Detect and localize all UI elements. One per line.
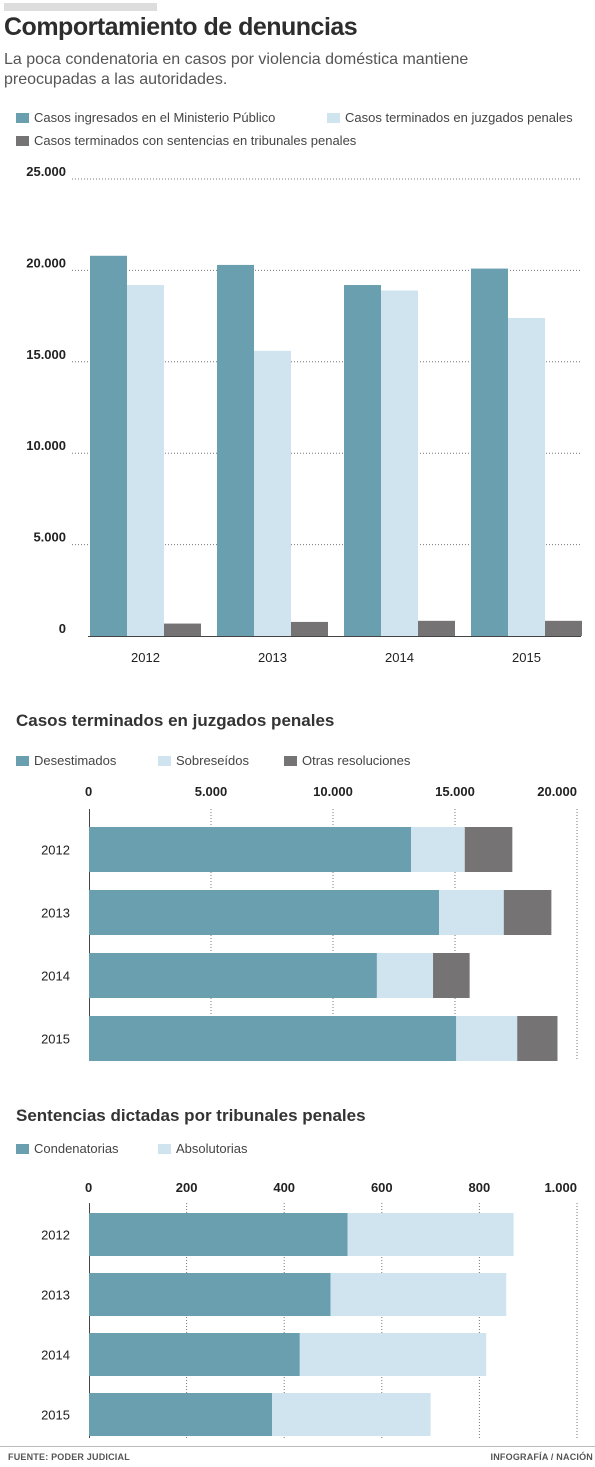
bar-segment: [517, 1016, 558, 1061]
legend-item-ingresados: Casos ingresados en el Ministerio Públic…: [16, 110, 275, 125]
legend-swatch-teal: [16, 755, 29, 766]
legend-item-sobreseidos: Sobreseídos: [158, 753, 249, 768]
legend-label: Desestimados: [34, 753, 117, 768]
bar-segment: [299, 1333, 487, 1376]
bar: [418, 620, 455, 636]
bar-segment: [411, 827, 465, 872]
legend-label: Otras resoluciones: [302, 753, 411, 768]
bar: [291, 621, 328, 636]
chart3-title: Sentencias dictadas por tribunales penal…: [16, 1106, 366, 1125]
y-tick-label: 0: [59, 621, 66, 636]
x-tick-label: 800: [469, 1180, 491, 1195]
y-tick-label: 2015: [41, 1408, 70, 1423]
footer-source: FUENTE: PODER JUDICIAL: [8, 1452, 130, 1462]
x-tick-label: 2015: [512, 650, 541, 665]
y-tick-label: 2012: [41, 843, 70, 858]
legend-label: Casos terminados con sentencias en tribu…: [34, 133, 357, 148]
bar: [254, 350, 291, 636]
bar-segment: [89, 1333, 300, 1376]
chart-casos-juzgados: 0 5.000 10.000 15.000 20.000 2012 2013 2014 2015: [41, 784, 578, 1061]
top-accent-bar: [4, 3, 157, 11]
y-tick-label: 2012: [41, 1228, 70, 1243]
y-tick-label: 2013: [41, 1288, 70, 1303]
bar: [545, 620, 582, 636]
bar-segment: [456, 1016, 518, 1061]
chart-casos-anuales: 0 5.000 10.000 15.000 20.000 25.000 2012 2013 20…: [26, 164, 582, 665]
footer-divider: [0, 1446, 595, 1447]
legend-swatch-light: [158, 755, 171, 766]
y-tick-label: 25.000: [26, 164, 66, 179]
legend-item-otras: Otras resoluciones: [284, 753, 410, 768]
x-tick-label: 0: [85, 784, 92, 799]
x-tick-label: 400: [273, 1180, 295, 1195]
y-tick-label: 5.000: [33, 530, 66, 545]
legend-item-terminados-juzgados: Casos terminados en juzgados penales: [327, 110, 573, 125]
bar-segment: [89, 827, 412, 872]
x-tick-label: 200: [176, 1180, 198, 1195]
legend-item-desestimados: Desestimados: [16, 753, 116, 768]
y-tick-label: 2013: [41, 906, 70, 921]
bar: [508, 317, 545, 636]
bar: [164, 623, 201, 636]
x-tick-label: 15.000: [435, 784, 475, 799]
chart-sentencias: 0 200 400 600 800 1.000 2012 2013 2014 2015: [41, 1180, 578, 1438]
legend-label: Absolutorias: [176, 1141, 248, 1156]
y-tick-label: 20.000: [26, 255, 66, 270]
bar-segment: [89, 1016, 457, 1061]
bar: [90, 255, 127, 636]
y-tick-label: 2014: [41, 969, 70, 984]
bar: [344, 285, 381, 636]
y-tick-label: 2015: [41, 1032, 70, 1047]
legend-swatch-light: [158, 1143, 171, 1154]
bar-segment: [330, 1273, 507, 1316]
x-tick-label: 0: [85, 1180, 92, 1195]
legend-swatch-gray: [16, 135, 29, 146]
bar: [127, 285, 164, 636]
bar-segment: [89, 1213, 348, 1256]
x-tick-label: 5.000: [195, 784, 228, 799]
legend-swatch-light: [327, 112, 340, 123]
page-title: Comportamiento de denuncias: [4, 13, 358, 41]
footer-credit: INFOGRAFÍA / NACIÓN: [490, 1452, 593, 1462]
legend-item-absolutorias: Absolutorias: [158, 1141, 248, 1156]
bar-segment: [464, 827, 513, 872]
bar-segment: [272, 1393, 431, 1436]
legend-swatch-teal: [16, 1143, 29, 1154]
legend-swatch-teal: [16, 112, 29, 123]
bar-segment: [503, 890, 552, 935]
chart2-title: Casos terminados en juzgados penales: [16, 711, 335, 730]
x-tick-label: 1.000: [544, 1180, 577, 1195]
y-tick-label: 15.000: [26, 347, 66, 362]
bar-segment: [347, 1213, 514, 1256]
bar: [381, 290, 418, 636]
legend-label: Condenatorias: [34, 1141, 119, 1156]
x-tick-label: 2013: [258, 650, 287, 665]
x-tick-label: 2014: [385, 650, 414, 665]
x-tick-label: 20.000: [537, 784, 577, 799]
bar-segment: [89, 953, 377, 998]
bar-segment: [439, 890, 504, 935]
page-subtitle: La poca condenatoria en casos por violen…: [4, 51, 469, 88]
bar: [471, 268, 508, 636]
bar-segment: [89, 890, 440, 935]
bar-segment: [376, 953, 434, 998]
x-tick-label: 600: [371, 1180, 393, 1195]
y-tick-label: 10.000: [26, 438, 66, 453]
x-tick-label: 2012: [131, 650, 160, 665]
bar-segment: [89, 1273, 331, 1316]
legend-swatch-gray: [284, 755, 297, 766]
legend-item-sentencias: Casos terminados con sentencias en tribu…: [16, 133, 356, 148]
legend-item-condenatorias: Condenatorias: [16, 1141, 119, 1156]
bar-segment: [433, 953, 470, 998]
bar-segment: [89, 1393, 272, 1436]
legend-label: Casos ingresados en el Ministerio Públic…: [34, 110, 276, 125]
bar: [217, 264, 254, 636]
legend-label: Casos terminados en juzgados penales: [345, 110, 573, 125]
y-tick-label: 2014: [41, 1348, 70, 1363]
legend-label: Sobreseídos: [176, 753, 249, 768]
x-tick-label: 10.000: [313, 784, 353, 799]
